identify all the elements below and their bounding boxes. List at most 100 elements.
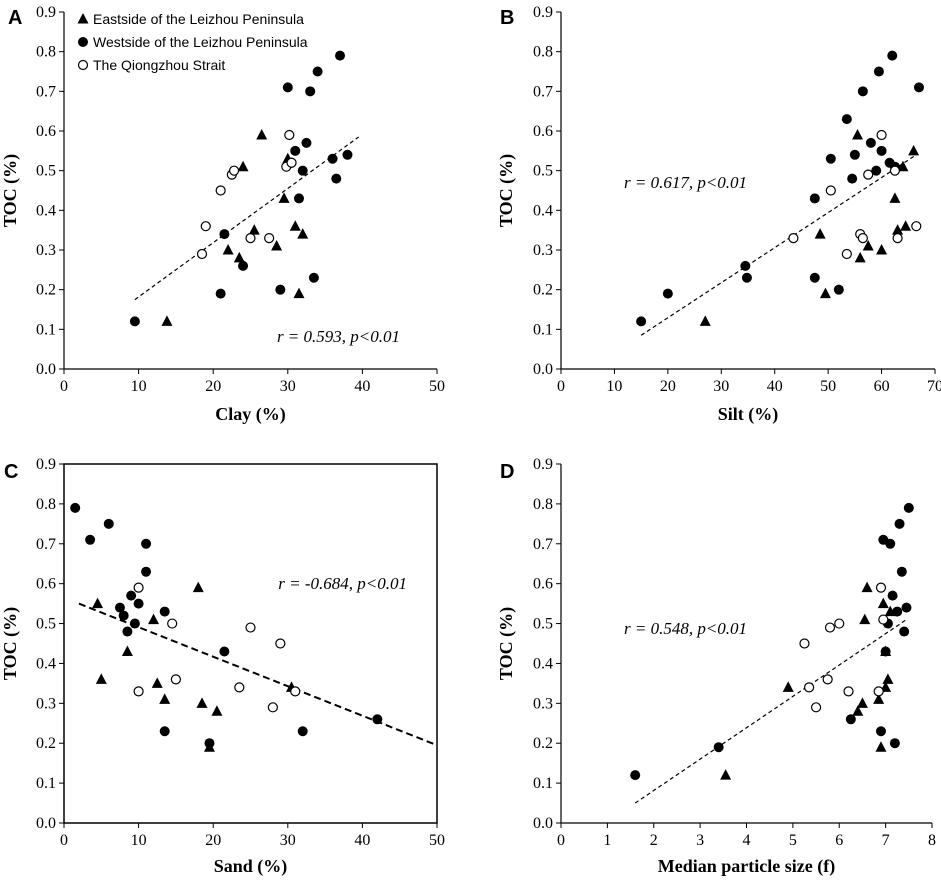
data-point-triangle [297, 228, 309, 239]
data-point-triangle [248, 224, 260, 235]
y-tick-label: 0.7 [36, 536, 56, 553]
data-point-open [167, 618, 178, 629]
correlation-annotation: r = -0.684, p<0.01 [278, 574, 407, 593]
data-point-open [286, 157, 297, 168]
x-axis-title: Sand (%) [214, 856, 288, 877]
x-tick-label: 30 [280, 378, 296, 395]
y-tick-label: 0.9 [533, 4, 553, 21]
x-tick-label: 30 [280, 832, 296, 849]
legend-entry: Westside of the Leizhou Peninsula [93, 34, 308, 50]
x-tick-label: 6 [835, 832, 843, 849]
y-tick-label: 0.6 [36, 576, 56, 593]
data-point-triangle [289, 220, 301, 231]
series-filled-circle [129, 50, 353, 327]
data-point-filled [841, 114, 852, 125]
data-point-open [200, 221, 211, 232]
y-tick-label: 0.3 [36, 242, 56, 259]
data-point-filled [133, 598, 144, 609]
data-point-triangle [862, 240, 874, 251]
y-tick-label: 0.9 [36, 4, 56, 21]
data-point-filled [630, 770, 641, 781]
data-point-filled [875, 726, 886, 737]
x-tick-label: 40 [354, 378, 370, 395]
series-open-circle [196, 129, 297, 260]
y-tick-label: 0.5 [36, 616, 56, 633]
data-point-open [843, 686, 854, 697]
x-tick-label: 3 [696, 832, 704, 849]
data-point-open [228, 165, 240, 176]
data-point-triangle [148, 613, 160, 625]
data-point-open [788, 233, 799, 244]
y-tick-label: 0.5 [533, 616, 553, 633]
data-point-triangle [814, 228, 826, 239]
legend: Eastside of the Leizhou Peninsula Westsid… [77, 11, 308, 73]
x-tick-label: 20 [660, 378, 676, 395]
correlation-annotation: r = 0.548, p<0.01 [624, 619, 747, 638]
data-point-filled [129, 316, 140, 327]
x-tick-label: 70 [927, 378, 941, 395]
data-point-filled [342, 149, 353, 160]
data-point-filled [141, 566, 152, 577]
data-point-filled [219, 646, 230, 657]
series-open-circle [788, 129, 922, 260]
data-point-triangle [233, 251, 245, 263]
data-point-triangle [121, 645, 133, 656]
data-point-open [911, 221, 922, 232]
data-point-triangle [861, 581, 873, 593]
data-point-triangle [852, 128, 864, 140]
y-tick-label: 0.2 [36, 282, 56, 299]
data-point-filled [845, 714, 856, 725]
data-point-filled [847, 173, 858, 184]
data-point-triangle [293, 287, 305, 299]
panel-label: C [4, 461, 18, 483]
data-point-filled [876, 145, 887, 156]
data-point-triangle [856, 697, 868, 708]
series-triangle [161, 128, 309, 326]
y-tick-label: 0.0 [533, 815, 553, 832]
x-tick-label: 8 [928, 832, 936, 849]
data-point-triangle [892, 224, 904, 235]
data-point-open [822, 674, 833, 685]
data-point-open [824, 622, 836, 633]
data-point-open [875, 582, 887, 593]
data-point-filled [892, 606, 903, 617]
data-point-filled [219, 229, 230, 240]
y-tick-label: 0.7 [36, 83, 56, 100]
x-tick-label: 20 [205, 378, 221, 395]
data-point-open [170, 674, 181, 685]
data-point-filled [894, 518, 905, 529]
y-tick-label: 0.9 [36, 456, 56, 473]
data-point-open [133, 582, 144, 593]
series-open-circle [799, 582, 889, 713]
x-tick-label: 2 [650, 832, 658, 849]
y-tick-label: 0.4 [533, 655, 553, 672]
y-tick-label: 0.3 [533, 695, 553, 712]
data-point-filled [857, 86, 868, 97]
data-point-triangle [161, 315, 173, 326]
x-axis-title: Silt (%) [718, 404, 779, 425]
data-point-filled [159, 726, 170, 737]
correlation-annotation: r = 0.617, p<0.01 [624, 173, 747, 192]
x-tick-label: 20 [205, 832, 221, 849]
correlation-annotation: r = 0.593, p<0.01 [277, 327, 400, 346]
data-point-open [245, 622, 256, 633]
data-point-filled [238, 260, 249, 271]
data-point-open [245, 233, 256, 244]
data-point-open [889, 165, 901, 176]
y-tick-label: 0.8 [533, 496, 553, 513]
data-point-filled [126, 590, 137, 601]
data-point-triangle [196, 697, 208, 708]
data-point-filled [809, 272, 820, 283]
x-tick-label: 30 [713, 378, 729, 395]
y-tick-label: 0.3 [533, 242, 553, 259]
data-point-open [804, 682, 815, 693]
data-point-filled [331, 173, 342, 184]
data-point-open [878, 614, 889, 625]
y-tick-label: 0.4 [36, 202, 56, 219]
data-point-filled [636, 316, 647, 327]
trend-line [640, 154, 917, 336]
data-point-triangle [908, 144, 920, 156]
y-tick-label: 0.1 [533, 321, 553, 338]
data-point-triangle [92, 597, 104, 609]
data-point-filled [290, 145, 301, 156]
